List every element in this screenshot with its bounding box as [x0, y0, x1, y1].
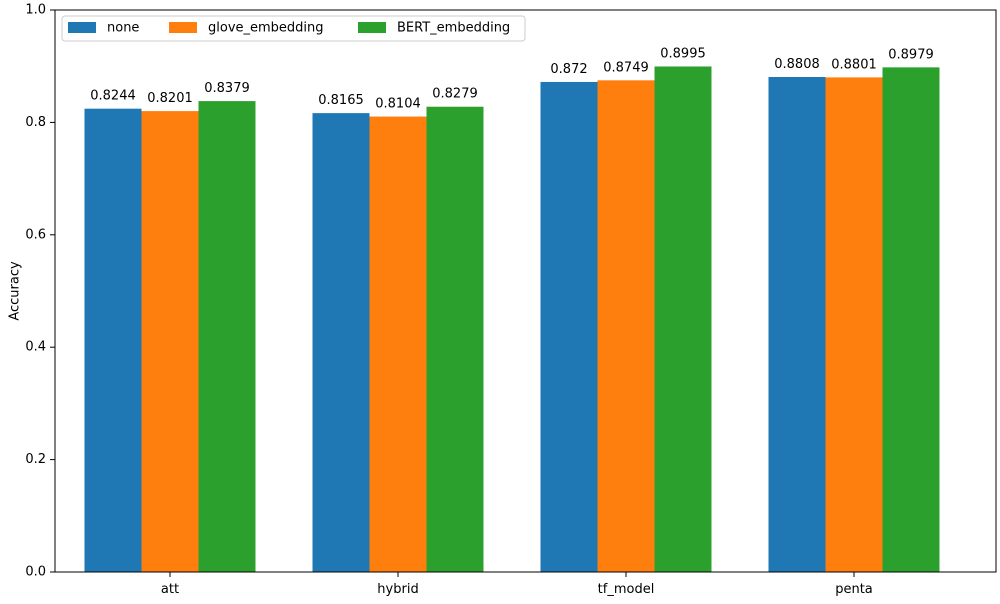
bar-glove_embedding-hybrid	[369, 116, 427, 572]
data-label-none-att: 0.8244	[90, 89, 136, 104]
data-label-glove_embedding-penta: 0.8801	[831, 57, 877, 72]
y-tick-label: 1.0	[25, 3, 46, 18]
data-label-none-penta: 0.8808	[774, 57, 820, 72]
data-label-none-tf_model: 0.872	[550, 62, 587, 77]
x-tick-label-hybrid: hybrid	[377, 582, 418, 597]
bar-BERT_embedding-tf_model	[654, 66, 712, 572]
y-tick-label: 0.4	[25, 340, 46, 355]
legend-label-none: none	[107, 21, 139, 36]
bar-glove_embedding-penta	[825, 77, 883, 573]
data-label-glove_embedding-hybrid: 0.8104	[375, 97, 421, 112]
data-label-none-hybrid: 0.8165	[318, 93, 364, 108]
bar-none-att	[84, 108, 142, 573]
data-label-BERT_embedding-penta: 0.8979	[888, 47, 934, 62]
data-label-glove_embedding-att: 0.8201	[147, 91, 193, 106]
legend-swatch-glove_embedding	[169, 22, 197, 33]
bar-none-penta	[768, 76, 826, 572]
x-tick-label-att: att	[161, 582, 179, 597]
y-tick-label: 0.6	[25, 227, 46, 242]
legend: none glove_embedding BERT_embedding	[61, 15, 526, 42]
bar-none-hybrid	[312, 113, 370, 572]
data-labels-layer: 0.8244 0.8165 0.872 0.8808 0.8201 0.8104 0.874…	[90, 46, 934, 111]
data-label-BERT_embedding-hybrid: 0.8279	[432, 87, 478, 102]
bar-glove_embedding-att	[141, 111, 199, 573]
data-label-BERT_embedding-tf_model: 0.8995	[660, 46, 706, 61]
x-tick-label-penta: penta	[835, 582, 873, 597]
y-axis: 0.0 0.2 0.4 0.6 0.8 1.0	[25, 3, 55, 580]
bar-none-tf_model	[540, 81, 598, 572]
legend-label-BERT_embedding: BERT_embedding	[397, 21, 510, 36]
y-axis-label: Accuracy	[8, 261, 23, 321]
y-tick-label: 0.0	[25, 565, 46, 580]
x-tick-label-tf_model: tf_model	[598, 582, 655, 597]
data-label-BERT_embedding-att: 0.8379	[204, 81, 250, 96]
y-tick-label: 0.2	[25, 452, 46, 467]
bars-layer	[84, 66, 940, 573]
data-label-glove_embedding-tf_model: 0.8749	[603, 60, 649, 75]
x-axis: att hybrid tf_model penta	[161, 572, 873, 597]
bar-BERT_embedding-att	[198, 101, 256, 573]
legend-label-glove_embedding: glove_embedding	[208, 21, 324, 36]
bar-BERT_embedding-hybrid	[426, 106, 484, 572]
legend-swatch-none	[68, 22, 96, 33]
bar-BERT_embedding-penta	[882, 67, 940, 573]
y-tick-label: 0.8	[25, 115, 46, 130]
bar-glove_embedding-tf_model	[597, 80, 655, 572]
plot-frame	[54, 9, 997, 573]
legend-swatch-BERT_embedding	[358, 22, 386, 33]
